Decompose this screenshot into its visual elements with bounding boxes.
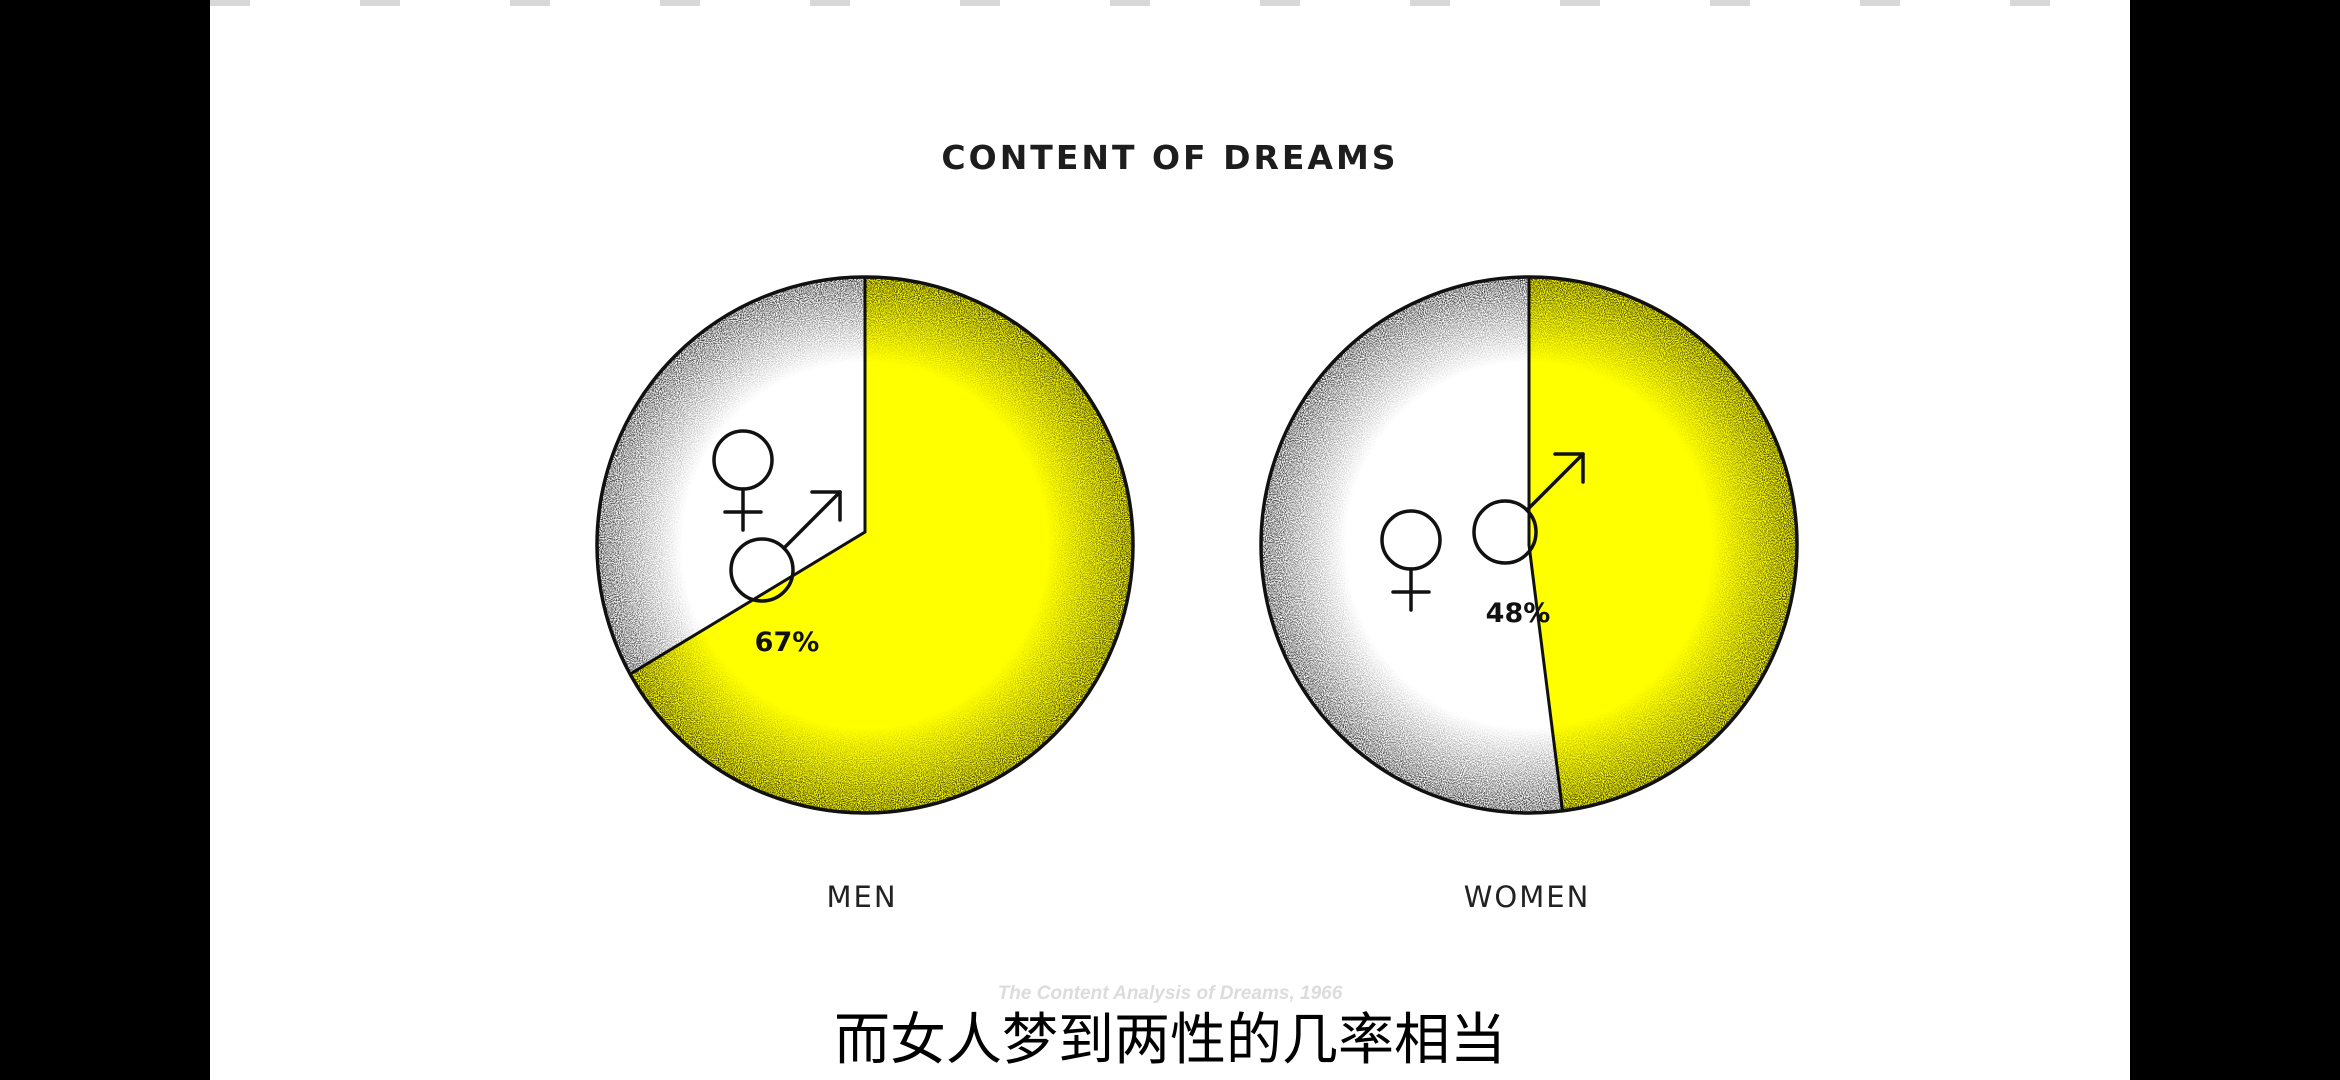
video-frame: CONTENT OF DREAMS 67% 48% MEN WOMEN The …: [210, 0, 2130, 1080]
pie-chart-women: 48%: [1259, 275, 1799, 815]
pie-outline: [1259, 275, 1799, 815]
female-symbol-icon: [1380, 509, 1442, 612]
pie-edge-shading: [1261, 277, 1797, 813]
pie-edge-shading: [597, 277, 1133, 813]
female-symbol-icon: [712, 429, 774, 532]
pie-chart-men: 67%: [595, 275, 1135, 815]
cropped-top-text: [210, 0, 2130, 6]
male-symbol-icon: [1472, 452, 1585, 565]
video-subtitle: 而女人梦到两性的几率相当: [834, 1008, 1506, 1073]
pie-slice-label: 67%: [755, 627, 820, 658]
pie-outline: [595, 275, 1135, 815]
male-symbol-icon: [729, 490, 842, 603]
pie-label-men: MEN: [826, 880, 898, 914]
pie-label-women: WOMEN: [1463, 880, 1591, 914]
source-caption: The Content Analysis of Dreams, 1966: [997, 983, 1343, 1004]
chart-title: CONTENT OF DREAMS: [941, 138, 1399, 177]
pie-slice-label: 48%: [1486, 598, 1551, 629]
